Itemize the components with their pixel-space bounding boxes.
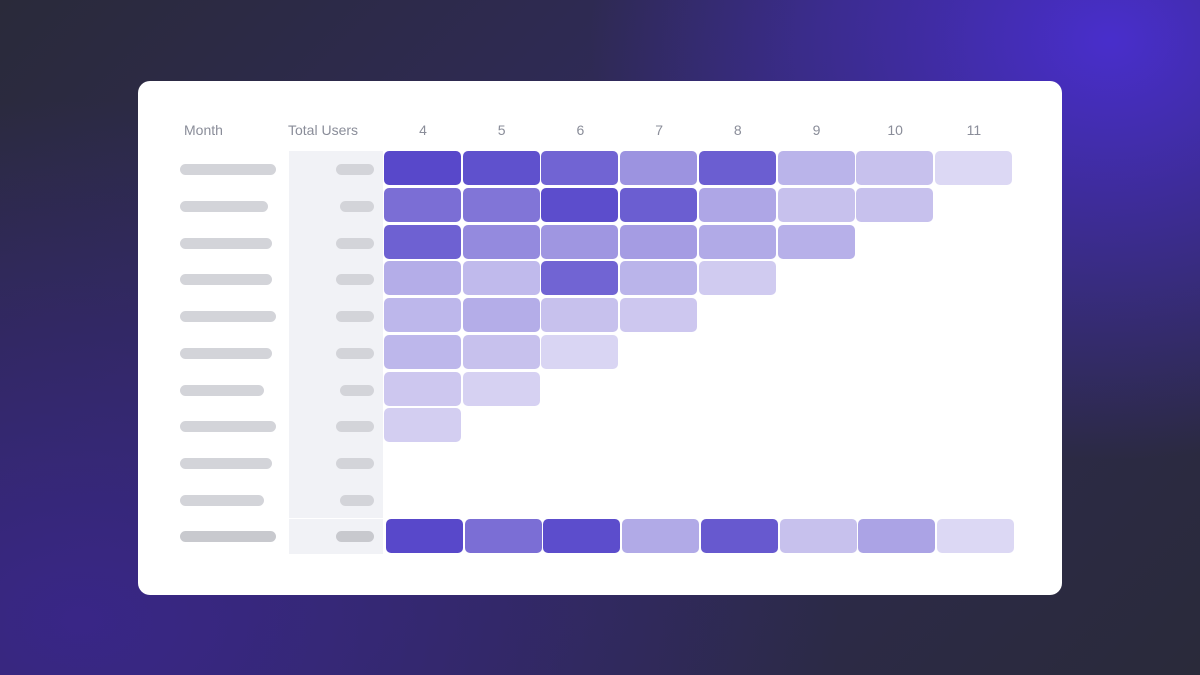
average-heatmap-cell xyxy=(936,519,1014,553)
heatmap-cell xyxy=(462,188,540,222)
total-users-placeholder xyxy=(336,458,374,469)
average-heatmap-cell xyxy=(464,519,542,553)
heatmap-cell xyxy=(934,151,1012,185)
heatmap-cell xyxy=(462,225,540,259)
heatmap-cell xyxy=(541,261,619,295)
total-users-placeholder xyxy=(336,421,374,432)
month-label-placeholder xyxy=(180,274,272,285)
total-users-column-bg xyxy=(289,151,383,518)
period-column-header: 9 xyxy=(812,122,821,138)
heatmap-cell xyxy=(856,151,934,185)
total-users-placeholder xyxy=(340,201,374,212)
heatmap-cell xyxy=(777,225,855,259)
heatmap-cell xyxy=(384,225,461,259)
heatmap-cell xyxy=(541,151,619,185)
total-users-placeholder xyxy=(336,311,374,322)
average-heatmap-cell xyxy=(779,519,857,553)
heatmap-cell xyxy=(777,188,855,222)
heatmap-cell xyxy=(620,188,698,222)
total-users-placeholder xyxy=(336,348,374,359)
total-users-placeholder xyxy=(340,495,374,506)
heatmap-cell xyxy=(541,298,619,332)
heatmap-cell xyxy=(620,225,698,259)
heatmap-cell xyxy=(698,261,776,295)
month-label-placeholder xyxy=(180,495,264,506)
period-column-header: 11 xyxy=(966,122,982,138)
average-heatmap-cell xyxy=(622,519,700,553)
month-label-placeholder xyxy=(180,458,272,469)
month-label-placeholder xyxy=(180,238,272,249)
heatmap-cell xyxy=(384,188,461,222)
heatmap-cell xyxy=(384,298,461,332)
heatmap-cell xyxy=(541,335,619,369)
heatmap-cell xyxy=(462,335,540,369)
month-label-placeholder xyxy=(180,201,268,212)
heatmap-cell xyxy=(541,188,619,222)
heatmap-cell xyxy=(856,188,934,222)
period-column-header: 4 xyxy=(419,122,427,138)
period-column-header: 6 xyxy=(576,122,585,138)
heatmap-cell xyxy=(384,372,461,406)
heatmap-cell xyxy=(384,335,461,369)
heatmap-cell xyxy=(698,188,776,222)
heatmap-cell xyxy=(462,151,540,185)
cohort-table-card: Month Total Users 4 5 6 7 8 9 10 11 xyxy=(138,81,1062,595)
average-users-placeholder xyxy=(336,531,374,542)
period-column-header: 5 xyxy=(497,122,506,138)
heatmap-cell xyxy=(620,298,698,332)
month-column-header: Month xyxy=(184,122,223,138)
heatmap-cell xyxy=(384,151,461,185)
total-users-placeholder xyxy=(340,385,374,396)
heatmap-cell xyxy=(462,372,540,406)
average-heatmap-cell xyxy=(700,519,778,553)
average-heatmap-cell xyxy=(858,519,936,553)
heatmap-cell xyxy=(384,408,461,442)
month-label-placeholder xyxy=(180,311,276,322)
month-label-placeholder xyxy=(180,164,276,175)
heatmap-cell xyxy=(698,225,776,259)
period-column-header: 7 xyxy=(655,122,663,138)
total-users-placeholder xyxy=(336,274,374,285)
total-users-column-header: Total Users xyxy=(288,122,359,138)
average-heatmap-cell xyxy=(543,519,621,553)
heatmap-cell xyxy=(620,261,698,295)
month-label-placeholder xyxy=(180,421,276,432)
month-label-placeholder xyxy=(180,348,272,359)
period-column-header: 10 xyxy=(887,122,903,138)
month-label-placeholder xyxy=(180,385,264,396)
heatmap-cell xyxy=(541,225,619,259)
heatmap-cell xyxy=(462,298,540,332)
heatmap-cell xyxy=(777,151,855,185)
average-label-placeholder xyxy=(180,531,276,542)
heatmap-cell xyxy=(462,261,540,295)
total-users-placeholder xyxy=(336,238,374,249)
period-column-header: 8 xyxy=(733,122,742,138)
average-heatmap-cell xyxy=(386,519,463,553)
heatmap-cell xyxy=(698,151,776,185)
total-users-placeholder xyxy=(336,164,374,175)
heatmap-cell xyxy=(620,151,698,185)
heatmap-cell xyxy=(384,261,461,295)
